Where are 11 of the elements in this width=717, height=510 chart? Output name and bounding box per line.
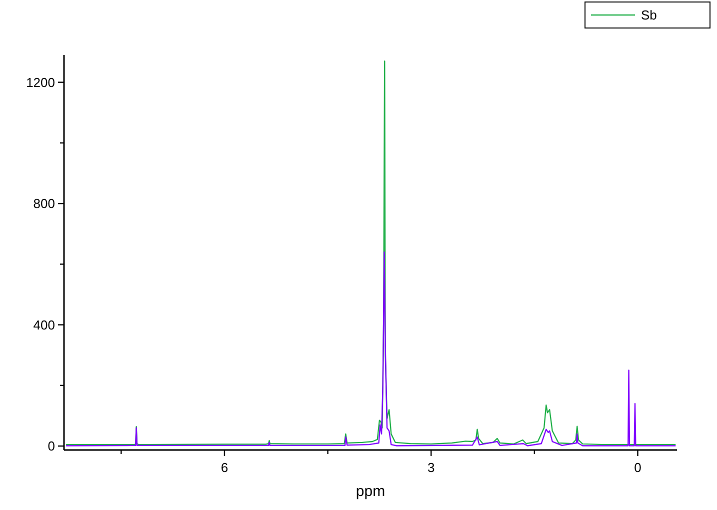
y-tick-label: 400 — [33, 317, 55, 332]
x-tick-label: 3 — [427, 460, 435, 475]
x-tick-label: 6 — [220, 460, 228, 475]
y-tick-label: 800 — [33, 196, 55, 212]
x-axis-title: ppm — [356, 483, 386, 500]
line-series — [65, 60, 676, 446]
legend-label: Sb — [641, 8, 657, 23]
y-tick-label: 0 — [48, 438, 55, 454]
y-tick-label: 1200 — [26, 74, 55, 90]
x-tick-label: 0 — [634, 460, 642, 475]
line-series — [65, 251, 676, 446]
